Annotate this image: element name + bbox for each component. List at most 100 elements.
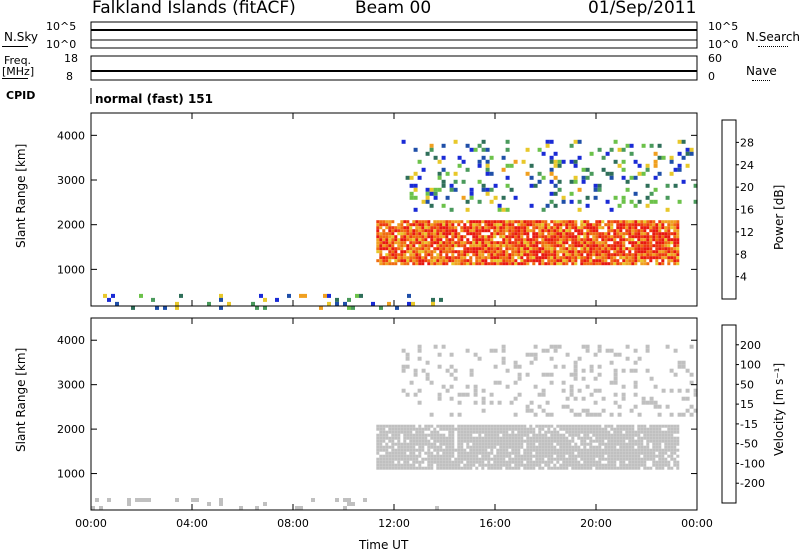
range-cell: [397, 226, 401, 230]
range-cell: [514, 244, 518, 248]
range-cell: [457, 238, 461, 242]
range-cell: [391, 430, 395, 434]
range-cell: [574, 424, 578, 428]
range-cell: [628, 229, 632, 233]
range-cell: [634, 466, 638, 470]
range-cell: [598, 253, 602, 257]
range-cell: [472, 448, 476, 452]
range-cell: [433, 460, 437, 464]
range-cell: [523, 448, 527, 452]
range-cell: [595, 232, 599, 236]
range-cell: [453, 179, 458, 184]
range-cell: [382, 223, 386, 227]
range-cell: [589, 451, 593, 455]
range-cell: [619, 244, 623, 248]
range-cell: [496, 427, 500, 431]
range-cell: [511, 220, 515, 224]
range-cell: [655, 430, 659, 434]
range-cell: [439, 220, 443, 224]
range-cell: [493, 454, 497, 458]
range-cell: [430, 436, 434, 440]
range-cell: [617, 352, 622, 357]
range-cell: [425, 372, 430, 377]
range-cell: [487, 442, 491, 446]
range-cell: [562, 229, 566, 233]
range-cell: [547, 427, 551, 431]
range-cell: [445, 445, 449, 449]
range-cell: [652, 445, 656, 449]
range-cell: [481, 241, 485, 245]
range-cell: [397, 463, 401, 467]
range-cell: [670, 457, 674, 461]
range-cell: [523, 454, 527, 458]
range-cell: [457, 253, 461, 257]
range-cell: [670, 424, 674, 428]
range-cell: [409, 448, 413, 452]
range-cell: [487, 244, 491, 248]
range-cell: [449, 396, 454, 401]
range-cell: [541, 392, 546, 397]
range-cell: [535, 424, 539, 428]
range-cell: [442, 226, 446, 230]
range-cell: [425, 360, 430, 365]
range-cell: [673, 259, 677, 263]
range-cell: [565, 457, 569, 461]
range-cell: [625, 223, 629, 227]
range-cell: [451, 238, 455, 242]
range-cell: [610, 451, 614, 455]
range-cell: [616, 433, 620, 437]
range-cell: [502, 223, 506, 227]
range-cell: [571, 436, 575, 440]
range-cell: [553, 244, 557, 248]
range-cell: [376, 451, 380, 455]
range-cell: [550, 436, 554, 440]
range-cell: [430, 460, 434, 464]
range-cell: [568, 433, 572, 437]
range-cell: [569, 408, 574, 413]
range-cell: [549, 159, 554, 164]
range-cell: [413, 368, 418, 373]
range-cell: [425, 151, 430, 156]
range-cell: [646, 430, 650, 434]
range-cell: [481, 226, 485, 230]
range-cell: [457, 155, 462, 160]
range-cell: [673, 372, 678, 377]
range-cell: [589, 232, 593, 236]
range-cell: [655, 253, 659, 257]
range-cell: [421, 460, 425, 464]
range-cell: [409, 424, 413, 428]
range-cell: [529, 238, 533, 242]
range-cell: [643, 238, 647, 242]
range-cell: [622, 442, 626, 446]
range-cell: [640, 460, 644, 464]
range-cell: [517, 436, 521, 440]
range-cell: [460, 244, 464, 248]
range-cell: [532, 238, 536, 242]
range-cell: [583, 241, 587, 245]
range-cell: [406, 238, 410, 242]
range-cell: [421, 457, 425, 461]
range-cell: [475, 454, 479, 458]
range-cell: [397, 454, 401, 458]
range-cell: [139, 498, 143, 502]
range-cell: [107, 297, 111, 302]
range-cell: [604, 427, 608, 431]
range-cell: [643, 253, 647, 257]
range-cell: [376, 460, 380, 464]
range-cell: [550, 430, 554, 434]
range-cell: [421, 229, 425, 233]
range-cell: [568, 451, 572, 455]
range-cell: [463, 439, 467, 443]
range-cell: [619, 442, 623, 446]
range-cell: [442, 442, 446, 446]
range-cell: [427, 244, 431, 248]
range-cell: [532, 241, 536, 245]
range-cell: [523, 451, 527, 455]
range-cell: [436, 253, 440, 257]
range-cell: [412, 229, 416, 233]
range-cell: [550, 451, 554, 455]
range-cell: [418, 220, 422, 224]
range-cell: [481, 408, 486, 413]
range-cell: [436, 262, 440, 266]
range-cell: [490, 451, 494, 455]
